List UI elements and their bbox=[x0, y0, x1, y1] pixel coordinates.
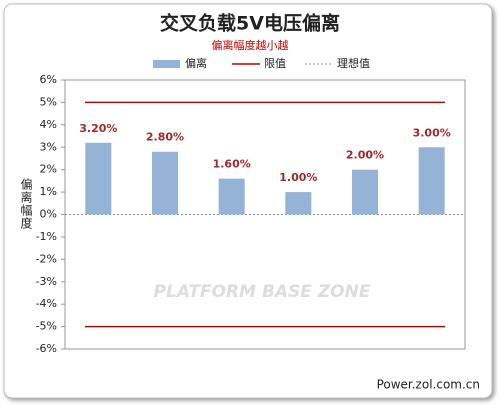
bar bbox=[218, 178, 245, 215]
y-tick-label: 0% bbox=[40, 208, 57, 221]
y-tick-label: -6% bbox=[36, 342, 57, 355]
y-tick-label: 2% bbox=[40, 163, 57, 176]
y-tick-label: 6% bbox=[40, 73, 57, 86]
data-label: 2.80% bbox=[146, 131, 184, 144]
bar bbox=[152, 151, 178, 215]
y-tick-label: -3% bbox=[36, 275, 57, 288]
data-label: 2.00% bbox=[346, 149, 384, 162]
chart-title: 交叉负载5V电压偏离 bbox=[160, 12, 340, 35]
data-label: 3.00% bbox=[413, 126, 451, 139]
footer: Power.zol.com.cn bbox=[377, 378, 480, 392]
y-tick-label: -1% bbox=[36, 230, 57, 243]
y-tick-label: -2% bbox=[36, 252, 57, 265]
bar bbox=[85, 142, 112, 215]
bar bbox=[285, 192, 312, 215]
chart-subtitle: 偏离幅度越小越 bbox=[212, 38, 289, 52]
data-label: 1.60% bbox=[213, 158, 251, 171]
data-label: 3.20% bbox=[79, 122, 117, 135]
bar bbox=[418, 147, 445, 215]
watermark: PLATFORM BASE ZONE bbox=[154, 282, 371, 302]
legend-swatch bbox=[153, 60, 180, 68]
y-tick-label: -5% bbox=[36, 320, 57, 333]
y-tick-label: 5% bbox=[40, 95, 57, 108]
legend-label: 偏离 bbox=[185, 56, 207, 70]
y-tick-label: 1% bbox=[40, 185, 57, 198]
legend-label: 限值 bbox=[264, 57, 286, 70]
y-tick-label: 3% bbox=[40, 140, 57, 153]
y-axis-label: 偏离幅度 bbox=[19, 178, 33, 230]
bar bbox=[352, 169, 378, 215]
y-tick-label: -4% bbox=[36, 297, 57, 310]
data-label: 1.00% bbox=[279, 171, 317, 184]
legend-label: 理想值 bbox=[337, 56, 370, 70]
y-tick-label: 4% bbox=[40, 118, 57, 131]
